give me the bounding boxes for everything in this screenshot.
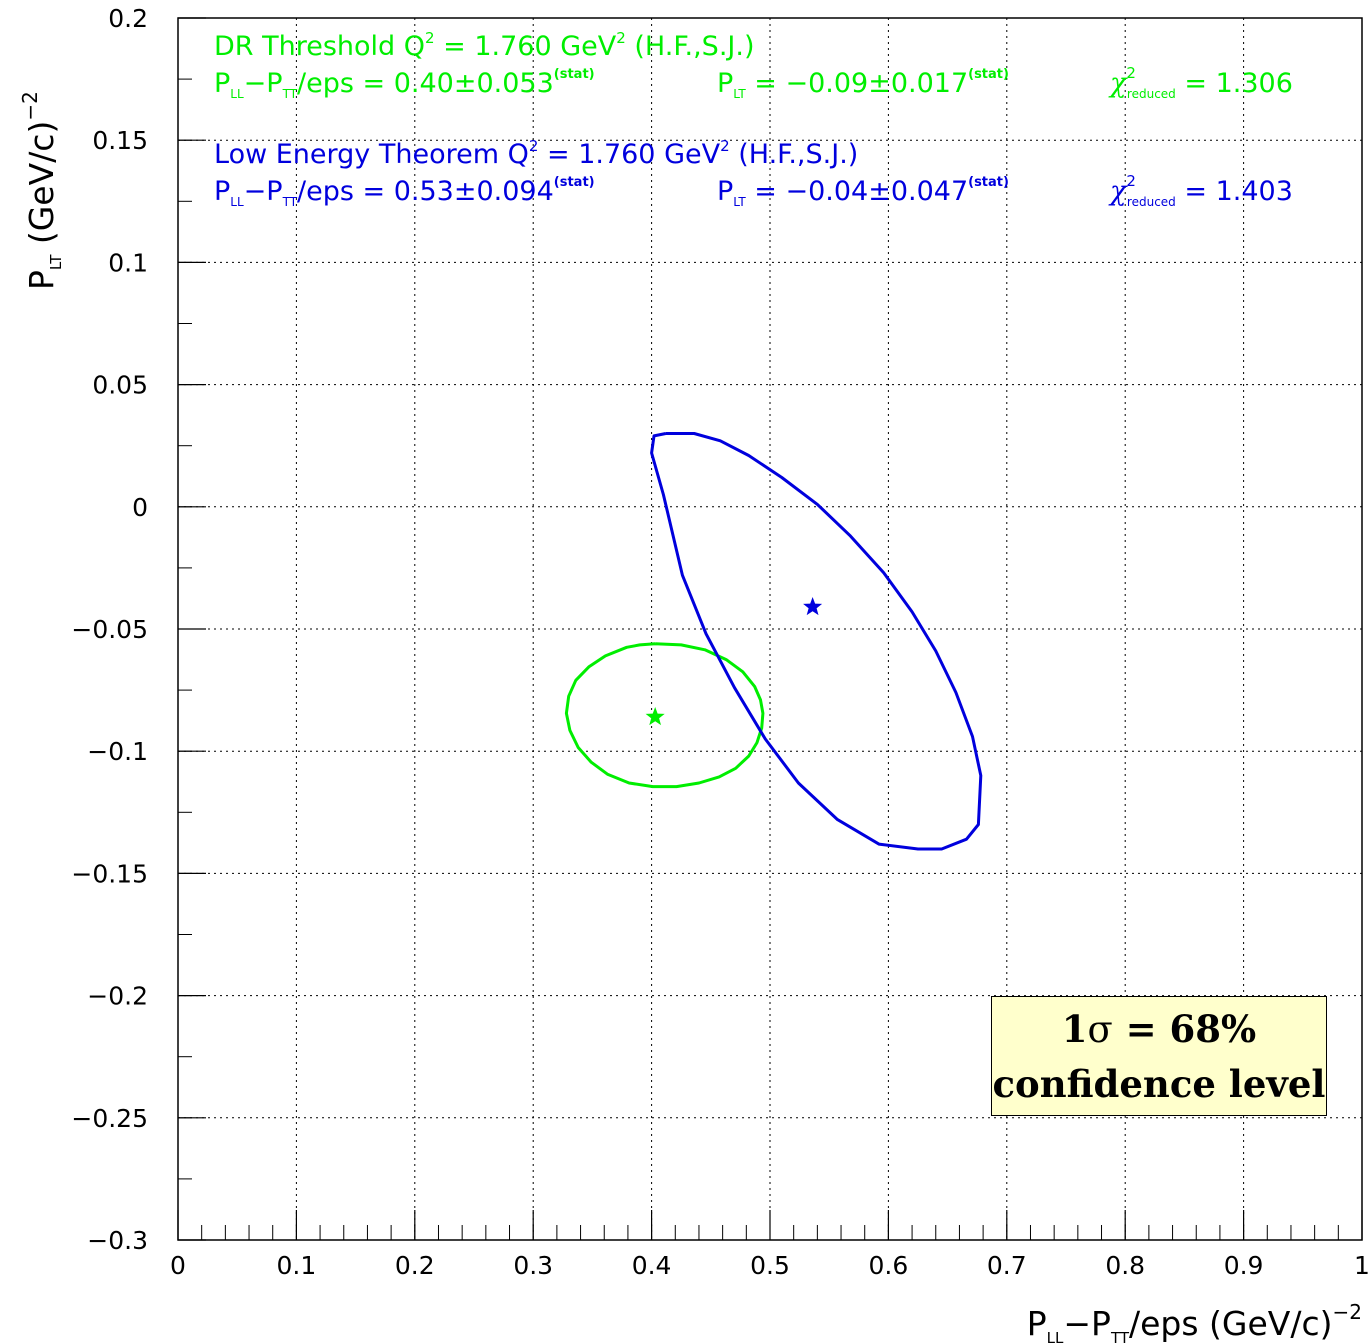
x-tick-label: 1 — [1354, 1251, 1370, 1280]
y-tick-label: 0.05 — [92, 371, 148, 400]
x-axis-title: PLL−PTT/eps (GeV/c)−2 — [1027, 1300, 1362, 1343]
annotation-blue-line2: PLL−PTT/eps = 0.53±0.094(stat) — [214, 175, 595, 209]
best-fit-star-green — [645, 707, 665, 726]
tick-labels: 0 0.1 0.2 0.3 0.4 0.5 0.6 0.7 0.8 0.9 1 0.2 0.15 0.1 0… — [71, 4, 1370, 1280]
x-tick-label: 0.4 — [632, 1251, 672, 1280]
x-tick-label: 0.7 — [987, 1251, 1027, 1280]
annotation-blue-line1: Low Energy Theorem Q2 = 1.760 GeV2 (H.F.… — [214, 137, 858, 170]
best-fit-star-blue — [803, 597, 823, 616]
confidence-contour-blue — [650, 432, 983, 851]
y-tick-label: −0.3 — [87, 1226, 148, 1255]
annotation-green-chi2: χ2 reduced = 1.306 — [1108, 64, 1293, 101]
y-tick-label: 0.2 — [108, 4, 148, 33]
y-tick-label: 0.1 — [108, 248, 148, 277]
annotation-green-line2: PLL−PTT/eps = 0.40±0.053(stat) — [214, 67, 595, 101]
x-tick-label: 0.8 — [1105, 1251, 1145, 1280]
y-tick-label: −0.1 — [87, 737, 148, 766]
y-tick-label: −0.15 — [71, 859, 148, 888]
x-tick-label: 0.6 — [869, 1251, 909, 1280]
x-tick-label: 0.9 — [1224, 1251, 1264, 1280]
y-tick-label: 0.15 — [92, 126, 148, 155]
series — [564, 432, 983, 851]
y-tick-label: −0.2 — [87, 982, 148, 1011]
y-axis-title: PLT (GeV/c)−2 — [18, 91, 65, 290]
y-tick-label: 0 — [132, 493, 148, 522]
confidence-level-line2: confidence level — [992, 1061, 1326, 1106]
x-tick-label: 0.5 — [750, 1251, 790, 1280]
x-tick-label: 0.3 — [513, 1251, 553, 1280]
plot-frame — [177, 17, 1363, 1241]
confidence-level-box: 1σ = 68% confidence level — [991, 996, 1327, 1116]
y-tick-label: −0.05 — [71, 615, 148, 644]
annotation-blue-chi2: χ2 reduced = 1.403 — [1108, 172, 1293, 209]
annotation-green-plt: PLT = −0.09±0.017(stat) — [717, 67, 1009, 101]
y-tick-label: −0.25 — [71, 1104, 148, 1133]
confidence-contour-green — [564, 642, 765, 789]
x-tick-label: 0.2 — [395, 1251, 435, 1280]
x-tick-label: 0 — [170, 1251, 186, 1280]
confidence-level-line1: 1σ = 68% — [1061, 1006, 1257, 1051]
x-tick-label: 0.1 — [277, 1251, 317, 1280]
annotation-blue-plt: PLT = −0.04±0.047(stat) — [717, 175, 1009, 209]
annotation-green-line1: DR Threshold Q2 = 1.760 GeV2 (H.F.,S.J.) — [214, 29, 754, 62]
